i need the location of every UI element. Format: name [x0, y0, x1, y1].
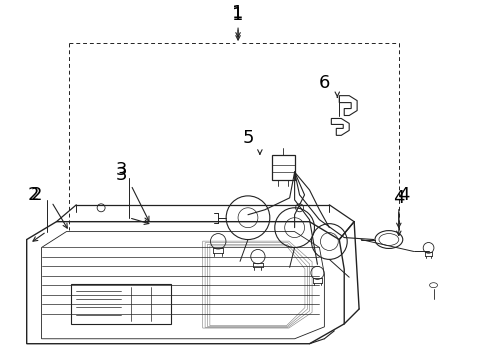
Text: 3: 3 [115, 161, 127, 179]
Text: 2: 2 [28, 186, 39, 204]
Text: 4: 4 [393, 189, 405, 207]
Text: 2: 2 [31, 186, 42, 204]
Text: 4: 4 [398, 186, 410, 204]
Text: 5: 5 [242, 129, 254, 147]
Text: 3: 3 [115, 166, 127, 184]
Text: 6: 6 [318, 74, 330, 92]
Text: 1: 1 [232, 4, 244, 22]
Text: 1: 1 [232, 6, 244, 24]
